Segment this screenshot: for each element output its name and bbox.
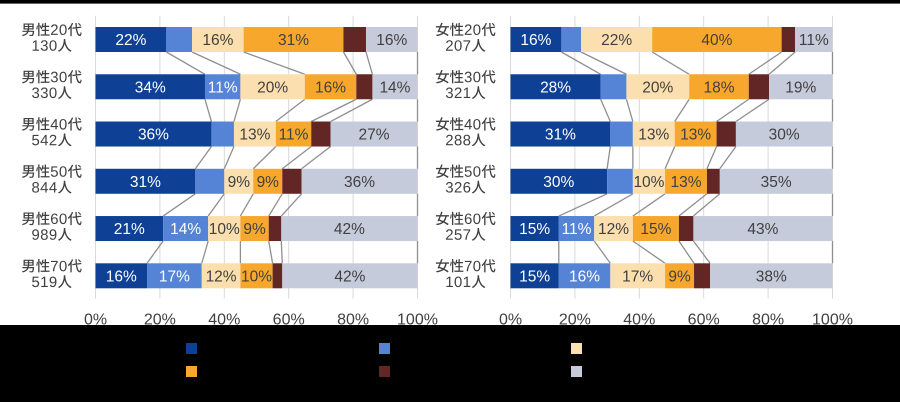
svg-text:17%: 17%	[622, 268, 653, 285]
svg-text:100%: 100%	[812, 312, 853, 329]
svg-text:16%: 16%	[106, 268, 137, 285]
svg-text:9%: 9%	[668, 268, 691, 285]
svg-text:43%: 43%	[747, 221, 778, 238]
svg-text:10%: 10%	[209, 221, 240, 238]
svg-text:15%: 15%	[640, 221, 671, 238]
svg-text:60%: 60%	[273, 312, 305, 329]
svg-text:38%: 38%	[756, 268, 787, 285]
svg-text:80%: 80%	[337, 312, 369, 329]
svg-text:20%: 20%	[642, 79, 673, 96]
svg-text:60%: 60%	[688, 312, 720, 329]
svg-text:30%: 30%	[769, 127, 800, 144]
svg-text:22%: 22%	[115, 32, 146, 49]
svg-text:15%: 15%	[519, 268, 550, 285]
svg-text:11%: 11%	[799, 32, 829, 49]
svg-text:27%: 27%	[359, 127, 390, 144]
svg-text:31%: 31%	[278, 32, 309, 49]
svg-text:13%: 13%	[638, 127, 669, 144]
svg-text:20%: 20%	[559, 312, 591, 329]
svg-text:11%: 11%	[279, 127, 309, 144]
svg-text:0%: 0%	[84, 312, 107, 329]
svg-text:21%: 21%	[114, 221, 145, 238]
svg-text:12%: 12%	[598, 221, 629, 238]
svg-text:31%: 31%	[130, 174, 161, 191]
svg-text:36%: 36%	[138, 127, 169, 144]
svg-text:10%: 10%	[241, 268, 272, 285]
svg-text:9%: 9%	[228, 174, 251, 191]
svg-text:28%: 28%	[540, 79, 571, 96]
svg-text:22%: 22%	[601, 32, 632, 49]
svg-text:19%: 19%	[785, 79, 816, 96]
svg-text:13%: 13%	[239, 127, 270, 144]
svg-text:16%: 16%	[376, 32, 407, 49]
svg-text:14%: 14%	[170, 221, 201, 238]
svg-text:9%: 9%	[257, 174, 280, 191]
svg-text:40%: 40%	[208, 312, 240, 329]
svg-text:16%: 16%	[315, 79, 346, 96]
svg-text:16%: 16%	[520, 32, 551, 49]
svg-text:16%: 16%	[202, 32, 233, 49]
svg-text:42%: 42%	[334, 268, 365, 285]
svg-text:13%: 13%	[670, 174, 701, 191]
svg-text:12%: 12%	[206, 268, 237, 285]
svg-text:15%: 15%	[519, 221, 550, 238]
svg-text:16%: 16%	[569, 268, 600, 285]
svg-text:11%: 11%	[562, 221, 592, 238]
svg-text:80%: 80%	[752, 312, 784, 329]
svg-text:14%: 14%	[379, 79, 410, 96]
svg-text:0%: 0%	[499, 312, 522, 329]
svg-text:31%: 31%	[545, 127, 576, 144]
svg-text:40%: 40%	[623, 312, 655, 329]
svg-text:40%: 40%	[701, 32, 732, 49]
svg-text:18%: 18%	[703, 79, 734, 96]
svg-text:34%: 34%	[135, 79, 166, 96]
svg-text:42%: 42%	[334, 221, 365, 238]
svg-text:13%: 13%	[680, 127, 711, 144]
svg-text:17%: 17%	[159, 268, 190, 285]
svg-text:20%: 20%	[257, 79, 288, 96]
svg-text:9%: 9%	[243, 221, 266, 238]
svg-text:35%: 35%	[761, 174, 792, 191]
svg-text:100%: 100%	[397, 312, 438, 329]
svg-text:30%: 30%	[543, 174, 574, 191]
svg-text:36%: 36%	[344, 174, 375, 191]
svg-text:20%: 20%	[144, 312, 176, 329]
svg-text:11%: 11%	[208, 79, 238, 96]
svg-text:10%: 10%	[633, 174, 664, 191]
